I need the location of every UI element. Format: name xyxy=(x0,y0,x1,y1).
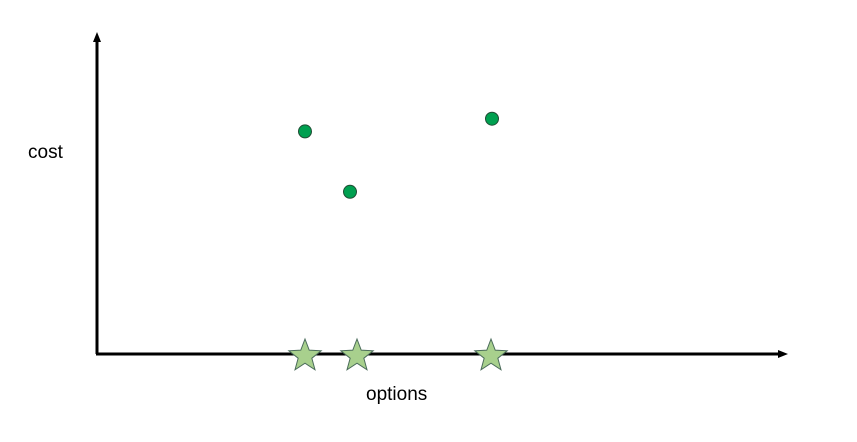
cost-point-3 xyxy=(485,111,499,126)
option-star-1 xyxy=(287,337,323,371)
points-layer xyxy=(298,111,499,199)
cost-point-1 xyxy=(298,124,312,139)
cost-point-2 xyxy=(343,184,357,199)
option-star-3 xyxy=(473,337,509,371)
stars-layer xyxy=(287,337,509,371)
y-axis-label: cost xyxy=(28,142,64,163)
option-star-2 xyxy=(339,337,375,371)
x-axis-label: options xyxy=(366,384,427,405)
